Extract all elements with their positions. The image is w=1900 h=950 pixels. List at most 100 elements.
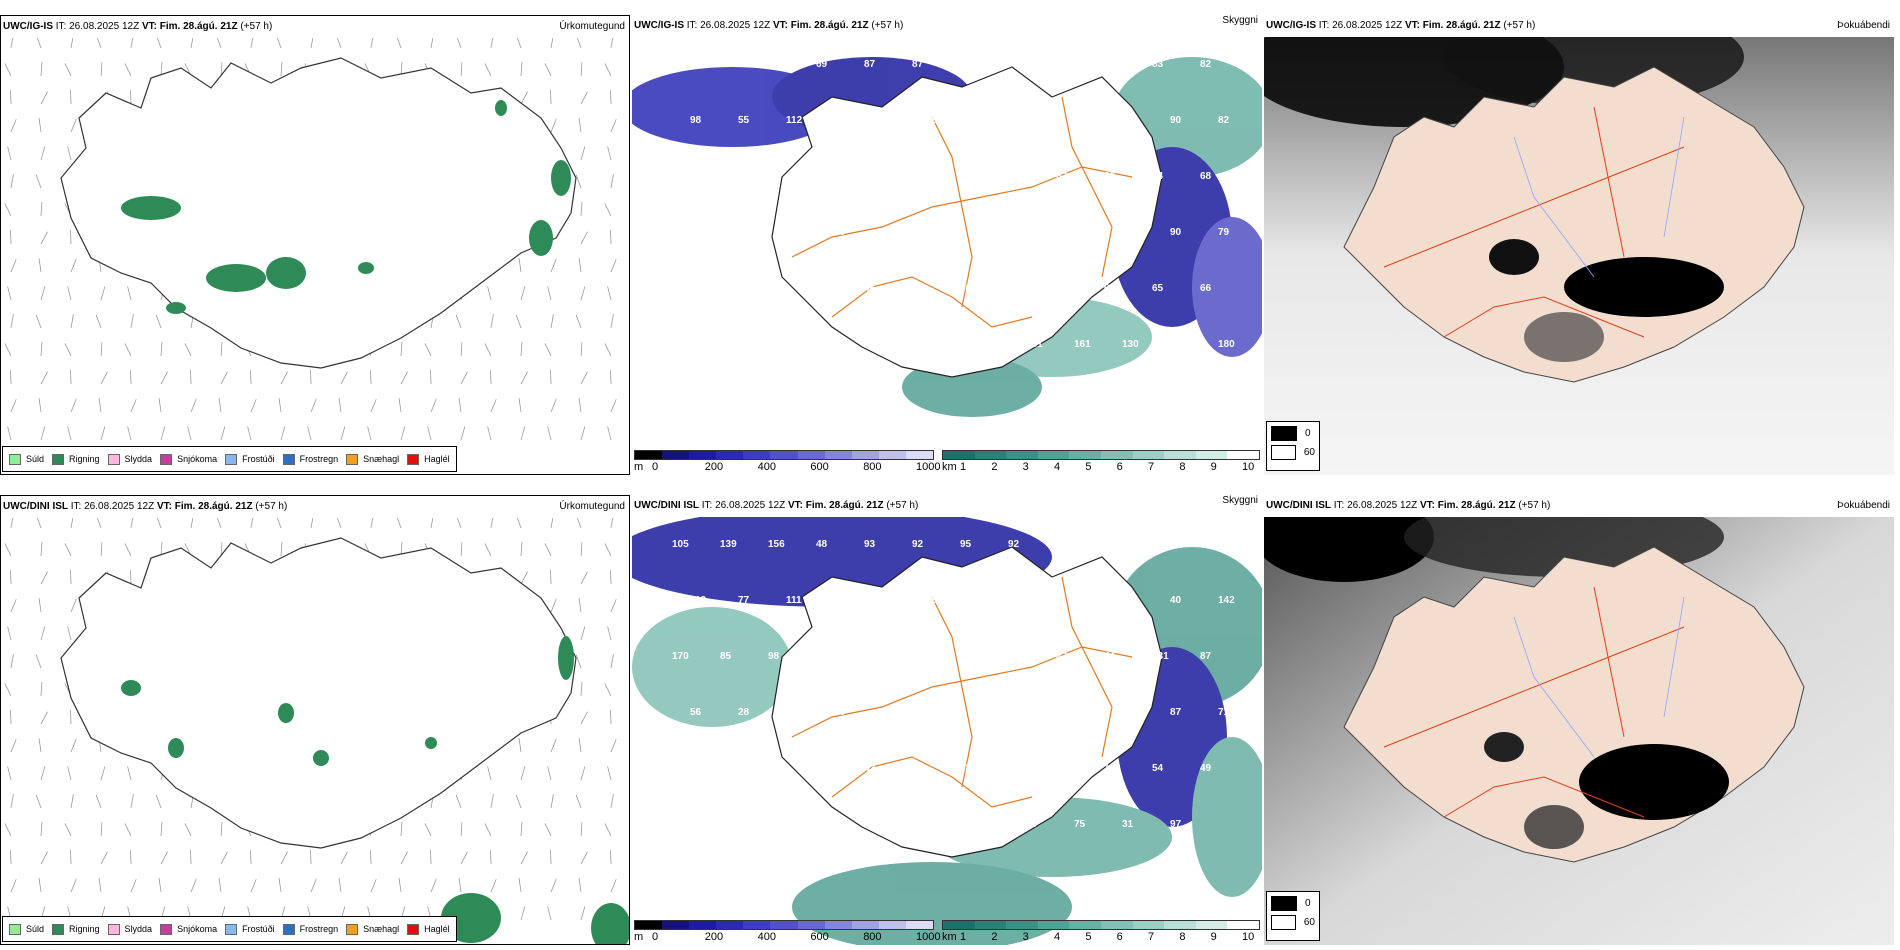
wind-barb: [338, 878, 342, 893]
ceiling-value-label: 41: [912, 763, 924, 774]
lead-time: (+57 h): [886, 500, 919, 511]
wind-barb: [520, 342, 523, 357]
wind-barb: [516, 518, 522, 529]
wind-barb: [578, 398, 582, 413]
colorbar-tick: 2: [991, 931, 998, 943]
wind-barb: [70, 258, 77, 273]
wind-barb: [247, 426, 252, 441]
wind-barb: [580, 682, 583, 697]
colorbar-step: [1006, 451, 1038, 459]
wind-barb: [100, 286, 106, 301]
ceiling-value-label: 48: [816, 651, 828, 662]
wind-barb: [550, 258, 557, 273]
wind-barb: [218, 398, 222, 413]
ceiling-value-label: 38: [930, 819, 942, 830]
wind-barb: [610, 878, 617, 893]
fog-index-map: [1264, 37, 1894, 475]
wind-barb: [578, 258, 582, 273]
wind-barb: [280, 426, 286, 441]
legend-swatch: [407, 453, 420, 465]
wind-barb: [67, 286, 72, 301]
wind-barb: [575, 314, 582, 329]
colorbar-tick: 10: [1242, 931, 1255, 943]
wind-barb: [520, 766, 526, 781]
ceiling-value-label: 66: [1026, 595, 1038, 606]
ceiling-value-label: 72: [720, 59, 732, 70]
ceiling-value-label: 77: [978, 227, 990, 238]
it-label: IT:: [1318, 20, 1330, 31]
wind-barb: [607, 426, 612, 441]
wind-barb: [460, 62, 463, 77]
precip-panel-row2: UWC/DINI ISL IT: 26.08.2025 12Z VT: Fim.…: [0, 495, 630, 945]
wind-barb: [64, 543, 72, 557]
ceiling-value-label: 79: [1218, 227, 1230, 238]
ceiling-value-label: 91: [864, 171, 876, 182]
wind-barb: [130, 878, 137, 893]
ceiling-value-label: 90: [1170, 115, 1182, 126]
wind-barb: [370, 38, 374, 49]
ceiling-value-label: 131: [834, 595, 851, 606]
fog-index-map: [1264, 517, 1894, 945]
colorbar-tick: 400: [757, 461, 776, 473]
ceiling-value-label: 46: [960, 283, 972, 294]
precip-panel-row1: UWC/IG-IS IT: 26.08.2025 12Z VT: Fim. 28…: [0, 15, 630, 475]
wind-barb: [580, 766, 586, 781]
wind-barb: [520, 371, 528, 385]
cloud-panel-row1: UWC/IG-IS IT: 26.08.2025 12Z VT: Fim. 28…: [1264, 15, 1894, 475]
legend-item: Snjókoma: [160, 453, 217, 465]
wind-barb: [515, 314, 522, 329]
legend-label: Haglél: [424, 924, 450, 934]
legend-item: Frostúði: [225, 453, 275, 465]
wind-barb: [610, 314, 614, 329]
wind-barb: [518, 258, 522, 273]
wind-barb: [35, 654, 42, 669]
wind-barb: [340, 426, 346, 441]
lead-time: (+57 h): [255, 501, 288, 512]
colorbar-tick: 9: [1210, 461, 1217, 473]
colorbar-step: [1195, 451, 1228, 459]
wind-barb: [550, 38, 554, 49]
wind-barb: [130, 314, 134, 329]
wind-barb: [518, 878, 522, 893]
wind-barb: [130, 398, 137, 413]
wind-barb: [518, 398, 522, 413]
model-name: UWC/DINI ISL: [634, 500, 699, 511]
legend-label: Rigning: [69, 454, 100, 464]
visibility-colorbar: km 1 2 3 4 5 6 7 8 9 10: [942, 450, 1260, 473]
ceiling-value-label: 100: [882, 227, 899, 238]
wind-barb: [604, 823, 612, 837]
wind-barb: [610, 738, 617, 753]
wind-barb: [40, 542, 43, 557]
wind-barb: [460, 851, 468, 865]
ceiling-value-label: 85: [720, 651, 732, 662]
ceiling-value-label: 25: [930, 707, 942, 718]
wind-barb: [10, 518, 14, 529]
wind-barb: [40, 342, 43, 357]
wind-barb: [160, 62, 163, 77]
wind-barb: [70, 598, 77, 613]
ceiling-value-label: 142: [1218, 595, 1235, 606]
colorbar-step: [797, 451, 825, 459]
wind-barb: [190, 398, 197, 413]
legend-label: Slydda: [124, 454, 153, 464]
wind-barb: [127, 426, 132, 441]
it-label: IT:: [70, 501, 82, 512]
ceiling-value-label: 21: [720, 395, 732, 406]
ceiling-value-label: 92: [1008, 539, 1020, 550]
wind-barb: [430, 38, 434, 49]
legend-item: Rigning: [52, 923, 100, 935]
colorbar-step: [1227, 451, 1259, 459]
roads: [791, 96, 1133, 328]
vt-value: Fim. 28.ágú. 21Z: [1437, 500, 1516, 511]
ceiling-value-label: 47: [1074, 595, 1086, 606]
legend-label: Slydda: [124, 924, 153, 934]
wind-barb: [100, 62, 103, 77]
wind-barb: [67, 426, 72, 441]
wind-barb: [460, 542, 463, 557]
wind-barb: [35, 794, 42, 809]
wind-barb: [580, 146, 586, 161]
wind-barb: [278, 878, 282, 893]
model-name: UWC/DINI ISL: [1266, 500, 1331, 511]
legend-label: Snæhagl: [363, 924, 400, 934]
legend-swatch: [282, 923, 295, 935]
